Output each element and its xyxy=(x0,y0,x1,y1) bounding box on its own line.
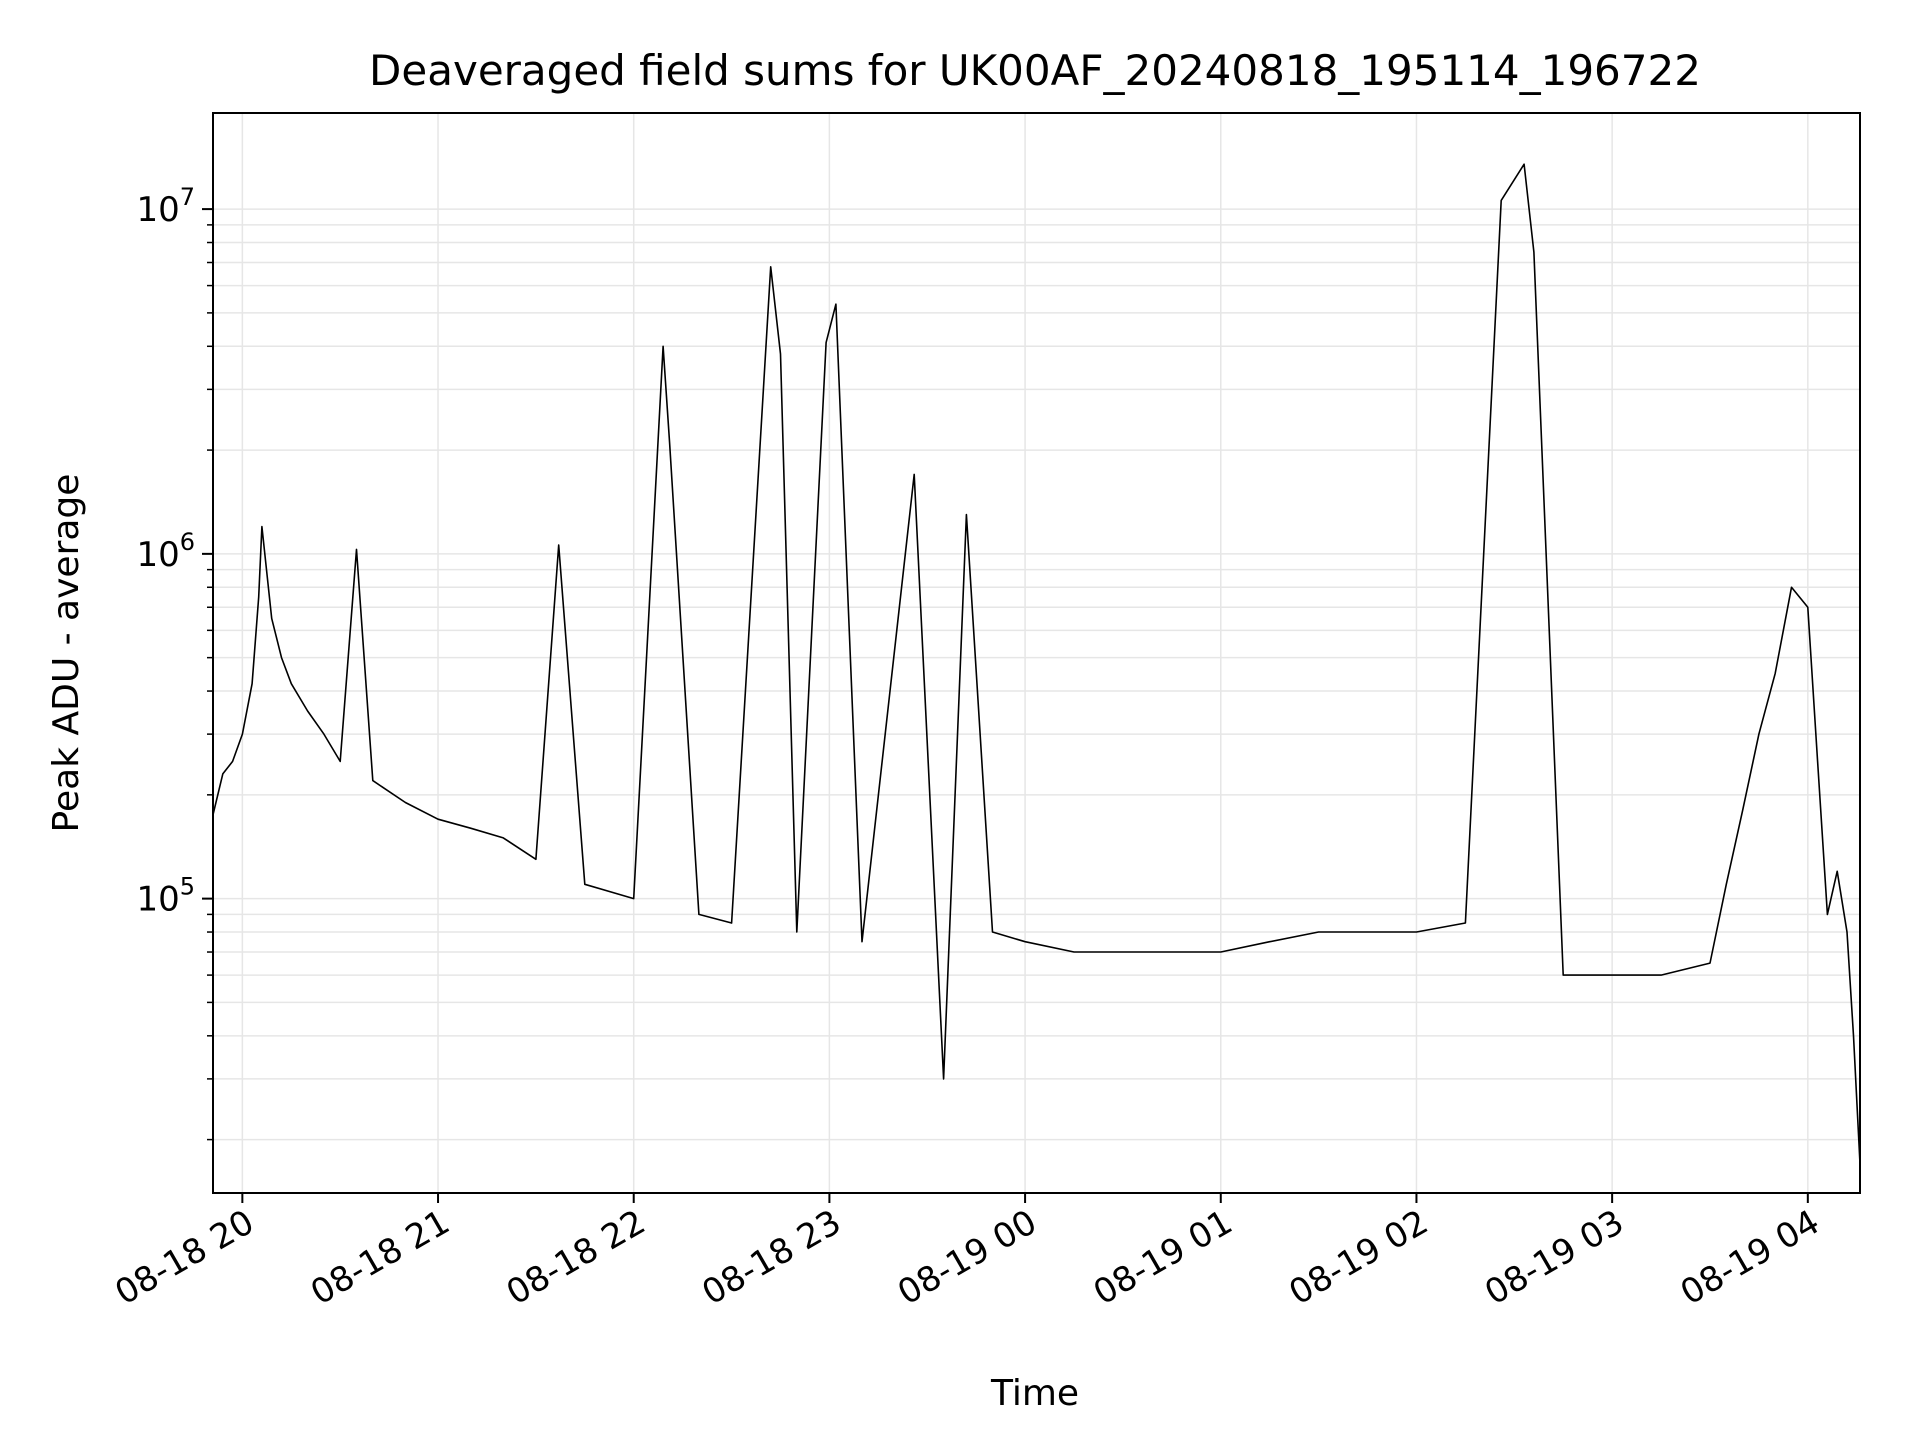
x-axis: 08-18 20 08-18 21 08-18 22 08-18 23 08-19 00… xyxy=(108,1193,1826,1313)
data-layer xyxy=(212,163,1861,1164)
y-tick-exponent: 6 xyxy=(180,528,195,556)
y-tick-base: 10 xyxy=(136,190,179,230)
x-tick-label: 08-18 22 xyxy=(500,1202,652,1313)
y-axis-label: Peak ADU - average xyxy=(46,474,87,833)
y-tick-exponent: 5 xyxy=(180,873,195,901)
x-tick-label: 08-19 01 xyxy=(1087,1202,1239,1313)
y-tick-base: 10 xyxy=(136,535,179,575)
y-tick-label: 105 xyxy=(136,873,195,920)
y-tick-label: 106 xyxy=(136,528,195,575)
y-tick-label: 107 xyxy=(136,183,195,230)
x-tick-label: 08-19 04 xyxy=(1674,1202,1826,1313)
series-line xyxy=(212,163,1861,1164)
x-axis-label: Time xyxy=(990,1373,1079,1414)
x-tick-label: 08-19 00 xyxy=(891,1202,1043,1313)
x-tick-label: 08-19 03 xyxy=(1478,1202,1630,1313)
grid xyxy=(213,113,1860,1193)
plot-frame xyxy=(212,112,1861,1194)
x-tick-label: 08-19 02 xyxy=(1283,1202,1435,1313)
x-tick-label: 08-18 21 xyxy=(304,1202,456,1313)
y-tick-base: 10 xyxy=(136,880,179,920)
x-tick-label: 08-18 23 xyxy=(696,1202,848,1313)
chart-title: Deaveraged field sums for UK00AF_2024081… xyxy=(369,46,1701,95)
y-tick-exponent: 7 xyxy=(180,183,195,211)
x-tick-label: 08-18 20 xyxy=(108,1202,260,1313)
